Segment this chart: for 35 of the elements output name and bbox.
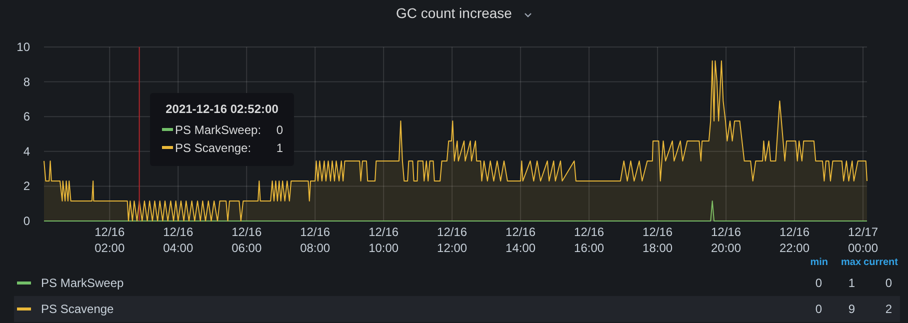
chart-title: GC count increase xyxy=(396,5,512,21)
text: 1 xyxy=(848,276,856,290)
annotation: PS MarkSweep: xyxy=(175,123,262,137)
y-tick-label: 6 xyxy=(23,110,30,124)
legend-label: PS MarkSweep xyxy=(41,276,124,290)
text: current xyxy=(864,257,899,268)
y-tick-label: 0 xyxy=(23,214,30,228)
x-tick-label: 12/16 18:00 xyxy=(642,225,673,255)
y-tick-label: 4 xyxy=(23,144,30,158)
x-tick-label: 12/16 12:00 xyxy=(437,225,468,255)
x-tick-label: 12/16 08:00 xyxy=(300,225,330,255)
x-tick-label: 12/16 22:00 xyxy=(780,225,810,255)
y-tick-label: 8 xyxy=(23,74,30,89)
text: max xyxy=(840,257,862,268)
annotation: 1 xyxy=(276,141,284,155)
annotation: 2021-12-16 02:52:00 xyxy=(166,102,279,116)
y-tick-label: 2 xyxy=(23,179,30,194)
x-tick-label: 12/16 16:00 xyxy=(574,225,604,255)
x-tick-label: 12/16 06:00 xyxy=(232,225,262,255)
x-tick-label: 12/16 14:00 xyxy=(506,225,536,255)
x-tick-label: 12/16 10:00 xyxy=(368,225,399,255)
annotation: 0 xyxy=(276,123,284,137)
text: min xyxy=(810,257,828,268)
legend-label: PS Scavenge xyxy=(41,302,114,316)
annotation: PS Scavenge: xyxy=(175,141,252,155)
x-tick-label: 12/16 04:00 xyxy=(163,225,194,255)
x-tick-label: 12/17 00:00 xyxy=(848,225,878,255)
text: 9 xyxy=(848,302,856,316)
text: 0 xyxy=(885,276,892,290)
text: 2 xyxy=(885,302,892,316)
y-tick-label: 10 xyxy=(16,40,30,54)
x-tick-label: 12/16 20:00 xyxy=(711,225,742,255)
text: 0 xyxy=(815,276,822,290)
x-tick-label: 12/16 02:00 xyxy=(94,225,125,255)
text: 0 xyxy=(815,302,822,316)
